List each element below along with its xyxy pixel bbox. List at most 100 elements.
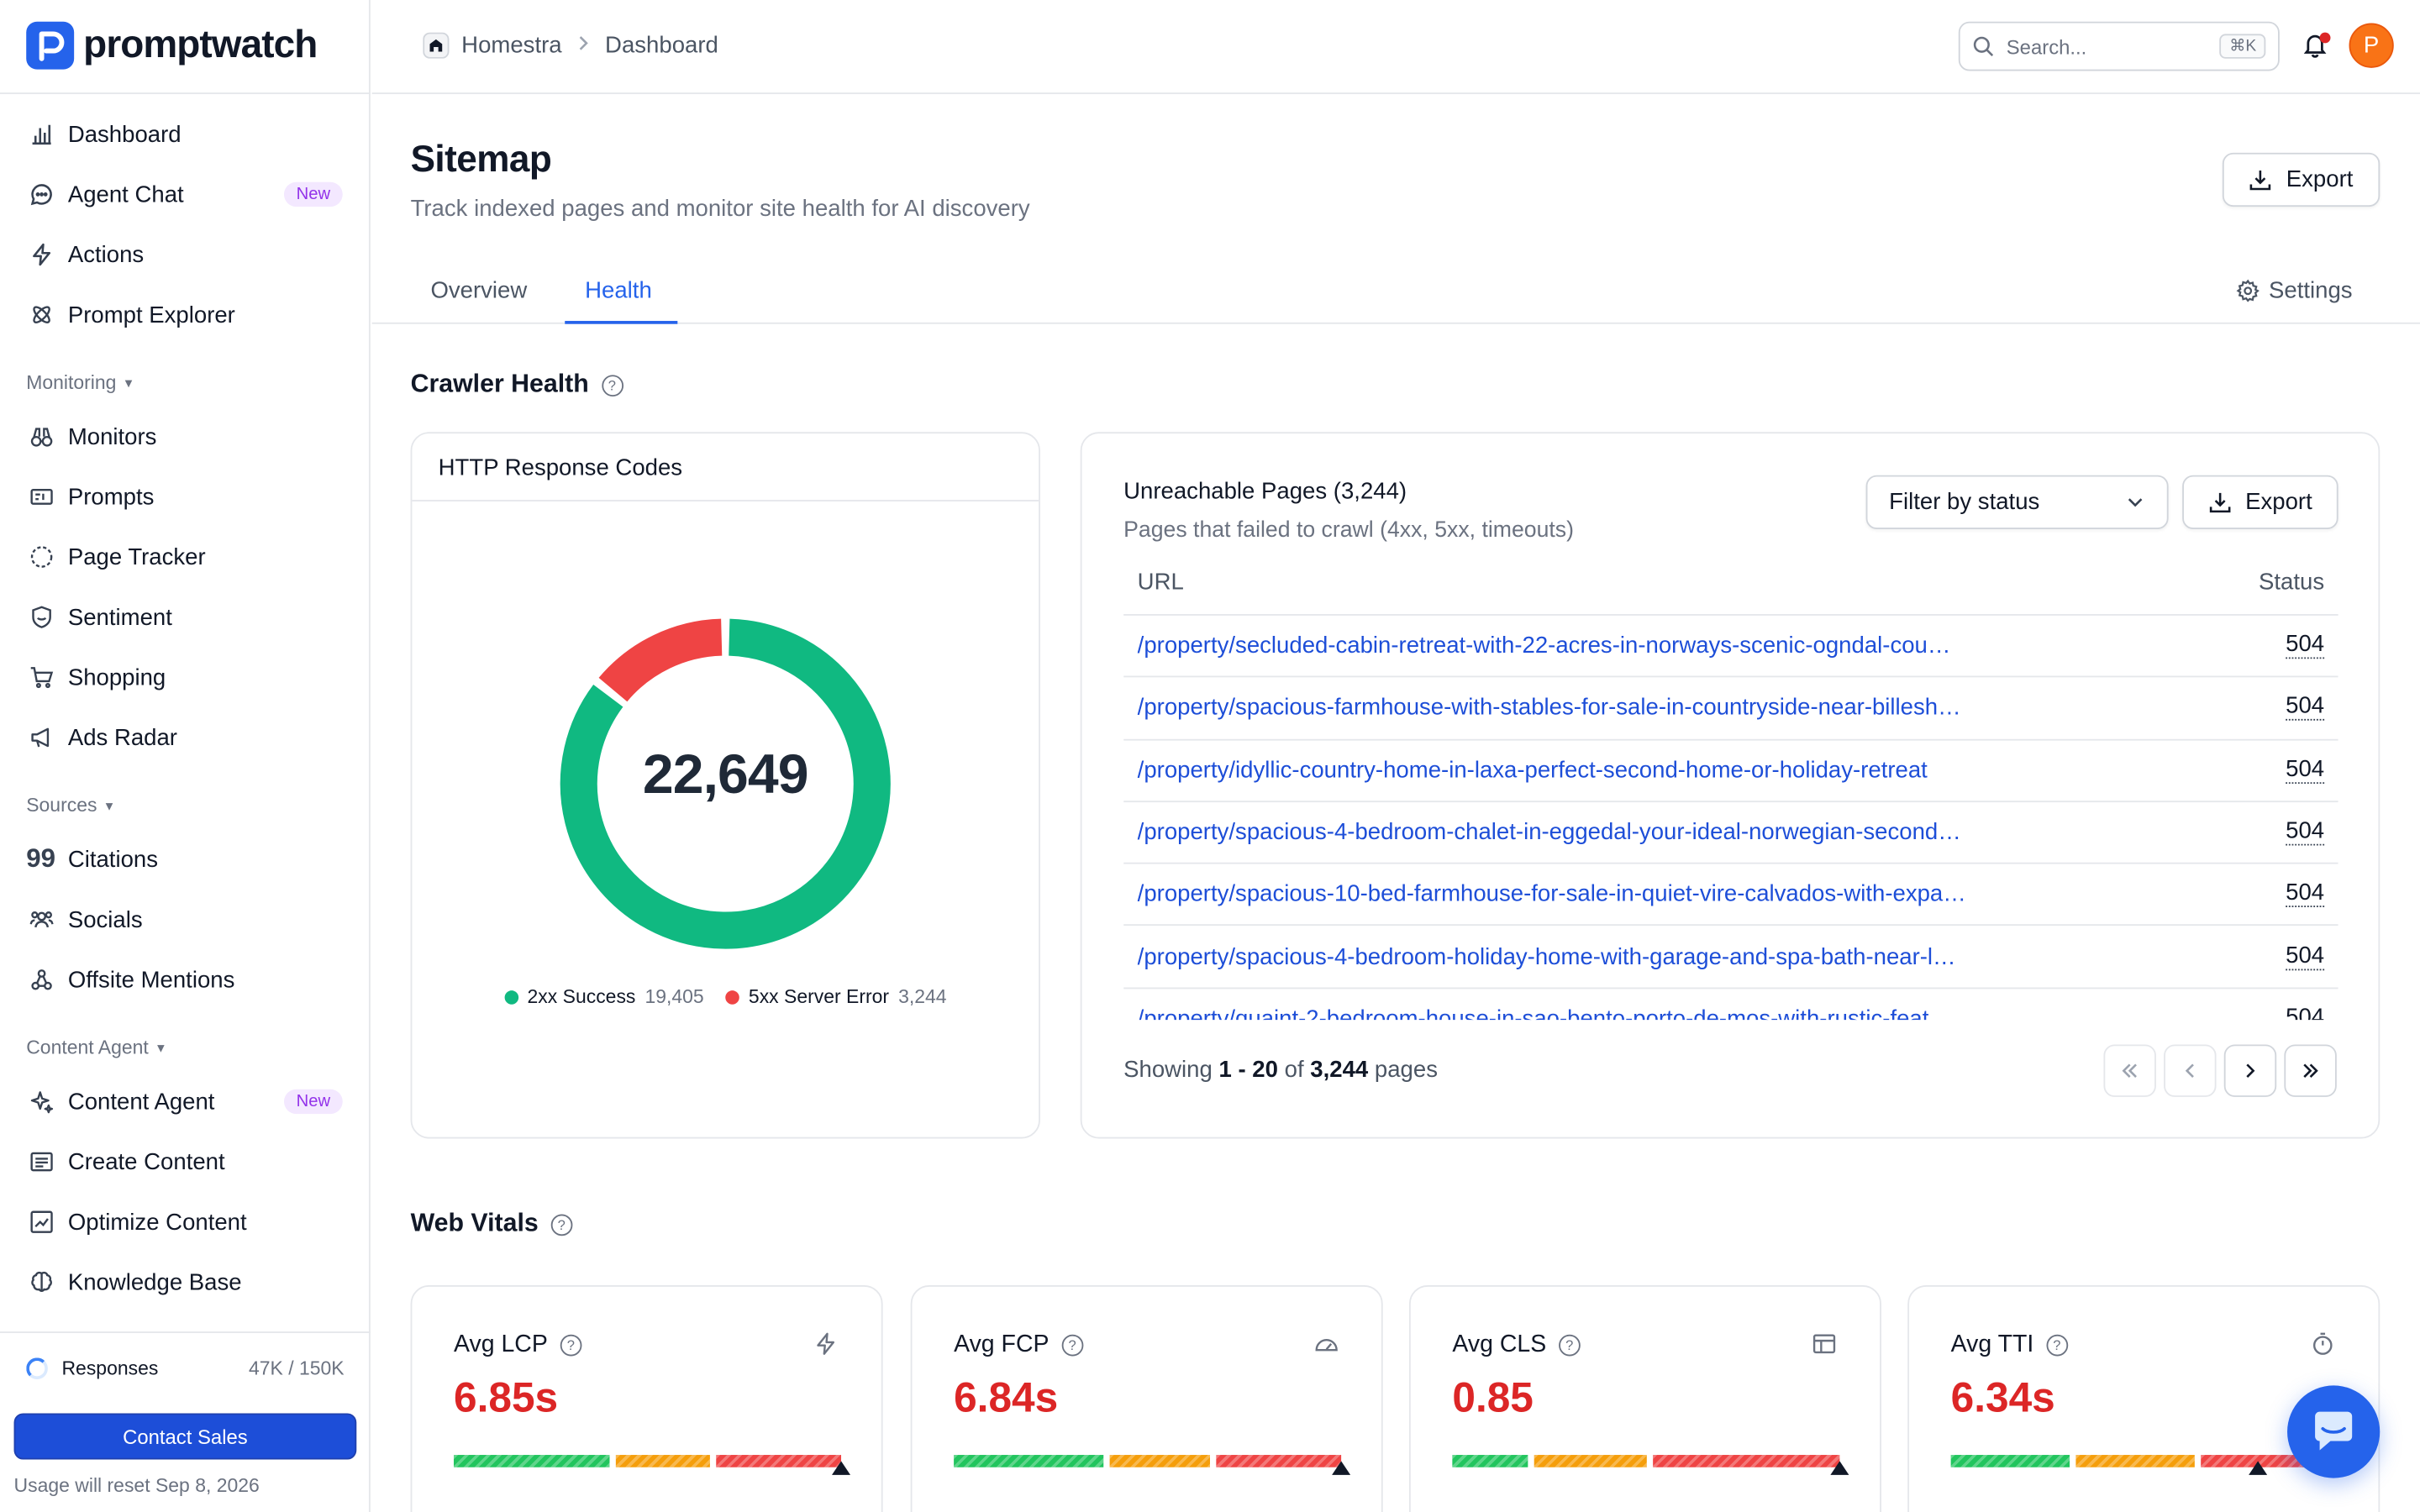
breadcrumb-page[interactable]: Dashboard: [605, 31, 718, 58]
export-label: Export: [2286, 166, 2354, 193]
help-icon[interactable]: ?: [2045, 1334, 2068, 1357]
prompts-icon: [28, 484, 54, 510]
help-icon[interactable]: ?: [601, 374, 623, 396]
legend-dot: [503, 990, 518, 1004]
breadcrumb: Homestra Dashboard: [421, 31, 718, 59]
section-title-text: Crawler Health: [410, 370, 589, 398]
unreachable-export-button[interactable]: Export: [2182, 475, 2338, 529]
showing-prefix: Showing: [1123, 1057, 1213, 1084]
previous-page-button[interactable]: [2164, 1044, 2217, 1097]
donut-slice-5xx[interactable]: [598, 618, 723, 702]
page-url-link[interactable]: /property/quaint-2-bedroom-house-in-sao-…: [1137, 1005, 1952, 1021]
sidebar-item-prompt-explorer[interactable]: Prompt Explorer: [13, 288, 358, 340]
sidebar-item-label: Shopping: [67, 664, 166, 690]
status-code[interactable]: 504: [2286, 1005, 2324, 1020]
donut-legend: 2xx Success 19,405 5xx Server Error 3,24…: [412, 986, 1039, 1007]
filter-by-status-dropdown[interactable]: Filter by status: [1865, 475, 2169, 529]
sidebar-item-label: Content Agent: [67, 1088, 215, 1116]
sidebar-item-optimize-content[interactable]: Optimize Content: [13, 1195, 358, 1247]
support-chat-button[interactable]: [2287, 1385, 2381, 1478]
good-segment: [454, 1455, 610, 1467]
sidebar-item-label: Optimize Content: [67, 1209, 247, 1236]
chevrons-right-icon: [2300, 1060, 2322, 1082]
table-row[interactable]: /property/spacious-4-bedroom-chalet-in-e…: [1123, 802, 2338, 864]
needs-improvement-segment: [1534, 1455, 1647, 1467]
bell-icon: [2302, 34, 2329, 65]
tab-health[interactable]: Health: [585, 277, 652, 304]
showing-suffix: pages: [1374, 1057, 1438, 1084]
gauge-icon: [1313, 1331, 1341, 1359]
section-sources[interactable]: Sources ▼: [26, 795, 115, 816]
search-placeholder: Search...: [2006, 34, 2087, 58]
sidebar-divider: [0, 1331, 371, 1333]
breadcrumb-workspace[interactable]: Homestra: [461, 31, 562, 58]
unreachable-table-body[interactable]: /property/secluded-cabin-retreat-with-22…: [1123, 616, 2338, 1020]
vital-value: 6.84s: [954, 1374, 1059, 1421]
page-url-link[interactable]: /property/secluded-cabin-retreat-with-22…: [1137, 633, 1951, 659]
sidebar-item-content-agent[interactable]: Content Agent New: [13, 1075, 358, 1127]
section-monitoring[interactable]: Monitoring ▼: [26, 372, 134, 394]
status-code[interactable]: 504: [2286, 755, 2325, 784]
vital-card-fcp: Avg FCP? 6.84s: [910, 1285, 1383, 1512]
next-page-button[interactable]: [2223, 1044, 2277, 1097]
page-url-link[interactable]: /property/spacious-farmhouse-with-stable…: [1137, 695, 1961, 722]
status-code[interactable]: 504: [2286, 693, 2325, 722]
table-row[interactable]: /property/secluded-cabin-retreat-with-22…: [1123, 616, 2338, 678]
column-status[interactable]: Status: [2259, 569, 2325, 596]
response-codes-donut: [560, 618, 891, 949]
column-url[interactable]: URL: [1137, 569, 1184, 596]
sidebar-item-dashboard[interactable]: Dashboard: [13, 108, 358, 160]
sidebar-item-socials[interactable]: Socials: [13, 893, 358, 945]
help-icon[interactable]: ?: [550, 1213, 573, 1236]
sidebar-item-prompts[interactable]: Prompts: [13, 470, 358, 522]
sidebar-item-sentiment[interactable]: Sentiment: [13, 591, 358, 643]
timer-icon: [2311, 1331, 2338, 1359]
export-button[interactable]: Export: [2222, 152, 2381, 207]
shield-smile-icon: [28, 604, 54, 630]
app-logo[interactable]: promptwatch: [26, 21, 318, 70]
last-page-button[interactable]: [2284, 1044, 2337, 1097]
contact-sales-button[interactable]: Contact Sales: [13, 1413, 357, 1460]
sidebar-item-agent-chat[interactable]: Agent Chat New: [13, 168, 358, 220]
sidebar-item-knowledge-base[interactable]: Knowledge Base: [13, 1256, 358, 1308]
help-icon[interactable]: ?: [1061, 1334, 1083, 1357]
notifications-button[interactable]: [2302, 31, 2333, 62]
download-icon: [2249, 168, 2273, 192]
table-row[interactable]: /property/idyllic-country-home-in-laxa-p…: [1123, 740, 2338, 802]
settings-button[interactable]: Settings: [2236, 278, 2353, 304]
table-row[interactable]: /property/spacious-10-bed-farmhouse-for-…: [1123, 864, 2338, 927]
table-row[interactable]: /property/spacious-farmhouse-with-stable…: [1123, 678, 2338, 740]
page-url-link[interactable]: /property/spacious-10-bed-farmhouse-for-…: [1137, 881, 1966, 908]
sidebar-item-offsite-mentions[interactable]: Offsite Mentions: [13, 953, 358, 1005]
download-icon: [2208, 491, 2232, 514]
sidebar-item-label: Ads Radar: [67, 724, 177, 751]
table-row[interactable]: /property/spacious-4-bedroom-holiday-hom…: [1123, 927, 2338, 989]
sidebar-item-page-tracker[interactable]: Page Tracker: [13, 531, 358, 583]
avatar[interactable]: P: [2349, 23, 2394, 68]
status-code[interactable]: 504: [2286, 817, 2325, 846]
sidebar-item-monitors[interactable]: Monitors: [13, 411, 358, 463]
help-icon[interactable]: ?: [1558, 1334, 1581, 1357]
page-url-link[interactable]: /property/idyllic-country-home-in-laxa-p…: [1137, 757, 1928, 784]
page-url-link[interactable]: /property/spacious-4-bedroom-chalet-in-e…: [1137, 819, 1961, 846]
brain-icon: [28, 1269, 54, 1295]
sidebar-item-shopping[interactable]: Shopping: [13, 651, 358, 703]
table-row[interactable]: /property/quaint-2-bedroom-house-in-sao-…: [1123, 989, 2338, 1020]
search-input[interactable]: Search... ⌘K: [1958, 21, 2280, 71]
sidebar-item-actions[interactable]: Actions: [13, 228, 358, 281]
page-url-link[interactable]: /property/spacious-4-bedroom-holiday-hom…: [1137, 943, 1956, 970]
status-code[interactable]: 504: [2286, 942, 2325, 970]
section-content-agent[interactable]: Content Agent ▼: [26, 1037, 166, 1058]
status-code[interactable]: 504: [2286, 879, 2325, 908]
first-page-button[interactable]: [2103, 1044, 2156, 1097]
donut-slice-2xx[interactable]: [560, 618, 891, 949]
chat-icon: [2309, 1409, 2359, 1455]
status-code[interactable]: 504: [2286, 631, 2325, 659]
vital-name-text: Avg FCP: [954, 1331, 1050, 1358]
help-icon[interactable]: ?: [560, 1334, 582, 1357]
sidebar-item-create-content[interactable]: Create Content: [13, 1136, 358, 1188]
sidebar-item-ads-radar[interactable]: Ads Radar: [13, 711, 358, 764]
sidebar-item-citations[interactable]: 99 Citations: [13, 833, 358, 885]
usage-reset-note: Usage will reset Sep 8, 2026: [13, 1474, 260, 1497]
tab-overview[interactable]: Overview: [430, 277, 528, 304]
